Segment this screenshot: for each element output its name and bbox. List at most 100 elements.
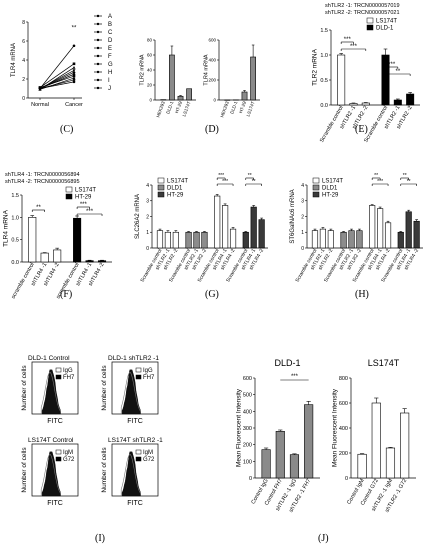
chart-g-sig-label-1: *** [222,179,228,185]
flow-histogram-2-legend-swatch-1 [135,374,142,380]
chart-f-bar-2 [53,249,62,263]
chart-j2-ytick-label-4: 800 [339,376,348,382]
flow-histogram-3-ylabel: Number of cells [21,447,28,493]
chart-c-point-4-1 [72,70,76,74]
chart-c-legend-label-6: G [108,62,113,68]
flow-histogram-1-isotype-outline [40,372,61,414]
flow-histogram-4-xlabel: FITC [127,500,143,507]
chart-h-bar-1 [319,228,326,249]
chart-c-legend-label-9: J [108,86,111,92]
chart-h-legend-swatch-0 [312,177,320,184]
chart-j1-ytick-label-0: 0 [249,476,252,482]
chart-e-ytick-label-1: 0.5 [320,78,328,84]
chart-h-sig-label-0: ** [374,173,378,179]
chart-f-bar-0 [28,217,37,263]
chart-e-sig-label-2: *** [388,62,396,68]
chart-f-ytick-label-1: 0.5 [11,238,19,244]
chart-h-bar-2 [327,230,334,249]
chart-c-sig-label: ** [72,26,77,32]
flow-histogram-4-ylabel: Number of cells [101,447,108,493]
flow-title-1: DLD-1 Control [28,355,70,362]
chart-d1-ytick-label-3: 60 [147,53,153,58]
flow-histogram-3-isotype-outline [40,454,61,496]
chart-j1-ytick-label-1: 100 [243,459,252,465]
chart-e-bar-0 [337,54,346,106]
chart-h-sig-label-2: ** [403,173,407,179]
chart-c-point-0-1 [72,44,76,48]
chart-f-bar-1 [40,252,49,263]
chart-c-point-6-1 [72,74,76,78]
chart-e-sig-label-3: ** [395,69,400,75]
flow-histogram-2-xlabel: FITC [127,418,143,425]
chart-f-ytick-label-3: 1.5 [11,193,19,199]
flow-histogram-1-legend-label-0: IgG [63,368,73,374]
flow-histogram-2-stained-peak [121,369,141,415]
chart-h-sig-label-1: *** [377,179,383,185]
chart-e-legend-swatch-0 [366,17,374,24]
chart-d1-ytick-label-1: 20 [147,83,153,88]
flow-histogram-2-isotype-outline [120,372,141,414]
chart-g-sig-label-0: *** [218,173,224,179]
chart-e-legend-swatch-1 [366,24,374,31]
chart-g-bar-11 [258,219,265,249]
shtlr4-id-1: shTLR4 -1: TRCN0000056894 [5,172,80,178]
chart-c-point-2-1 [72,66,76,69]
chart-j2-ytick-label-3: 600 [339,401,348,407]
flow-histogram-3-legend-label-0: IgM [63,450,73,456]
chart-h-bar-0 [311,230,319,249]
chart-g-ylabel: SLC26A2 mRNA [135,194,141,239]
chart-c-series-line-5 [39,73,75,89]
flow-histogram-1-legend-label-1: FH7 [63,375,75,381]
chart-j2-bar-2 [385,447,396,479]
chart-j1-bar-0 [261,449,271,479]
flow-histogram-4-legend-label-1: G72 [143,457,155,463]
flow-histogram-1-stained-peak [41,369,61,415]
chart-c-ytick-label-2: 4 [22,58,25,64]
flow-title-3: LS174T Control [28,437,74,444]
chart-d1-ytick-label-4: 80 [147,38,153,43]
chart-h-ytick-label-2: 2 [301,214,304,220]
chart-e-sig-label-1: *** [350,44,358,50]
chart-f-legend-label-0: LS174T [75,188,96,194]
chart-c-legend-label-7: H [108,70,112,76]
chart-c-legend-label-5: F [108,54,112,60]
flow-histogram-4-stained-peak [121,451,141,497]
flow-histogram-1-legend-swatch-1 [55,374,62,380]
chart-d1-ytick-label-2: 40 [147,68,153,73]
chart-c-point-3-1 [72,69,76,73]
chart-h-legend-label-1: DLD1 [322,186,338,192]
chart-d2-ylabel: TLR4 mRNA [203,54,209,86]
chart-c-legend-marker-8 [96,78,100,82]
chart-g-ytick-label-1: 1 [146,230,149,236]
chart-c-point-1-1 [72,62,76,66]
panel-label-d: (D) [205,124,219,135]
chart-e-ytick-label-2: 1.0 [320,53,328,59]
chart-j2-ylabel: Mean Fluorescent Intensity [332,388,339,467]
chart-d1-ylabel: TLR2 mRNA [139,54,145,86]
chart-h-ytick-label-3: 3 [301,199,304,205]
flow-title-2: DLD-1 shTLR2 -1 [108,355,159,362]
chart-g-sig-label-3: ** [252,179,256,185]
chart-c-legend-marker-2 [96,30,100,34]
flow-histogram-4-legend-label-0: IgM [143,450,153,456]
chart-j1-bar-1 [275,431,285,479]
chart-e-bar-1 [349,103,358,106]
chart-g-bar-8 [229,228,237,249]
chart-d2-bar-2 [241,91,248,101]
chart-c-legend-marker-0 [96,14,100,18]
chart-g-bar-6 [214,195,221,249]
chart-g-bar-0 [156,230,164,249]
chart-c-legend-marker-1 [96,22,100,26]
chart-h-bar-3 [340,231,347,249]
chart-f-legend-swatch-0 [65,186,73,193]
chart-f-ytick-label-0: 0.0 [11,260,19,266]
chart-e-ylabel: TLR2 mRNA [312,48,319,86]
chart-d1-ytick-label-0: 0 [149,98,152,103]
chart-d2-xlabel-3: LS174T [246,100,256,117]
chart-g-bar-10 [250,206,257,249]
